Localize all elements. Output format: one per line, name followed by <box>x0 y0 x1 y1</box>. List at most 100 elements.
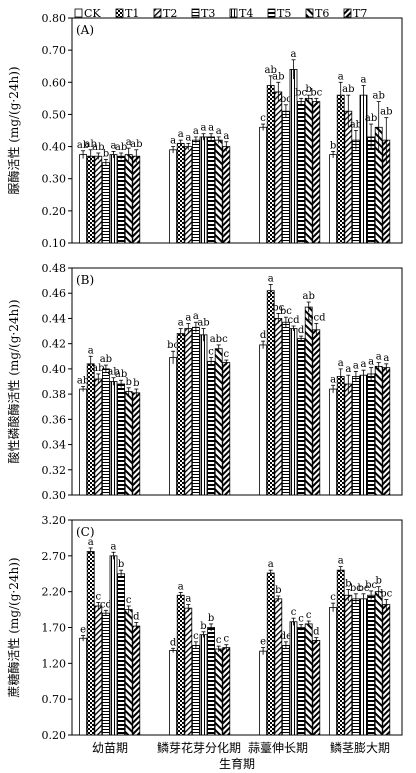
bar <box>79 388 87 496</box>
significance-label: a <box>185 312 191 323</box>
significance-label: a <box>361 75 367 86</box>
legend-swatch <box>115 8 124 18</box>
legend-label: T2 <box>163 7 177 20</box>
bar <box>382 604 391 736</box>
bar <box>124 609 133 736</box>
legend: CK T1 T2 T3 T4 T5 T6 T7 <box>74 7 367 20</box>
bar <box>274 318 283 496</box>
significance-label: ab <box>350 120 362 131</box>
significance-label: ab <box>380 107 392 118</box>
significance-label: bc <box>280 94 292 105</box>
significance-label: a <box>193 126 199 137</box>
significance-label: ab <box>265 65 277 76</box>
bar <box>109 555 118 736</box>
panel-b: 0.30 0.32 0.34 0.36 0.38 0.40 0.42 0.44 0.46 0.48… <box>6 262 403 502</box>
significance-label: ab <box>303 291 315 302</box>
panel-label: (B) <box>76 273 94 287</box>
significance-label: c <box>306 610 312 621</box>
significance-label: a <box>170 136 176 147</box>
y-axis-label: 脲酶活性 (mg/(g·24h)) <box>6 66 21 194</box>
significance-label: c <box>330 592 336 603</box>
significance-label: c <box>193 631 199 642</box>
panel-a: 0.10 0.20 0.30 0.40 0.50 0.60 0.70 0.80 脲酶活性 (mg… <box>6 12 403 250</box>
y-tick-label: 0.80 <box>42 12 67 25</box>
significance-label: a <box>223 131 229 142</box>
significance-label: c <box>223 634 229 645</box>
y-tick-label: 0.46 <box>42 287 67 300</box>
bar <box>367 373 376 496</box>
bar <box>312 101 321 244</box>
y-tick-label: 0.40 <box>42 363 67 376</box>
bar <box>329 154 338 244</box>
significance-label: cd <box>287 315 300 326</box>
bar <box>124 391 133 496</box>
significance-label: ab <box>115 142 127 153</box>
y-axis-label: 蔗糖酶活性 (mg/(g·24h)) <box>6 557 21 697</box>
legend-swatch <box>343 8 352 18</box>
y-tick-label: 0.32 <box>42 464 67 477</box>
significance-label: bcd <box>307 312 326 323</box>
significance-label: ab <box>92 363 104 374</box>
bar <box>214 348 223 496</box>
significance-label: d <box>133 611 140 622</box>
significance-label: e <box>80 624 86 635</box>
bar <box>199 634 208 736</box>
y-tick-label: 0.42 <box>42 338 67 351</box>
significance-label: a <box>208 123 214 134</box>
significance-label: a <box>185 594 191 605</box>
significance-label: a <box>88 345 94 356</box>
bar <box>329 388 338 496</box>
significance-label: bc <box>280 306 292 317</box>
significance-label: e <box>260 637 266 648</box>
significance-label: a <box>338 556 344 567</box>
bar <box>382 367 391 496</box>
bar <box>191 645 200 736</box>
bar <box>344 594 353 736</box>
significance-label: ab <box>130 139 142 150</box>
significance-label: a <box>111 541 117 552</box>
y-tick-label: 2.70 <box>42 550 67 563</box>
significance-label: b <box>133 378 139 389</box>
bar <box>336 569 345 736</box>
bar <box>222 146 231 244</box>
significance-label: a <box>216 126 222 137</box>
y-tick-label: 0.38 <box>42 388 67 401</box>
bar <box>207 360 216 496</box>
bar <box>222 647 231 736</box>
bar <box>94 378 103 496</box>
significance-label: a <box>126 137 132 148</box>
bar <box>124 154 133 244</box>
legend-label: T6 <box>315 7 329 20</box>
significance-label: d <box>170 637 177 648</box>
bar <box>297 338 306 496</box>
x-category-label: 鳞芽花芽分化期 <box>157 740 241 755</box>
significance-label: cd <box>100 599 113 610</box>
plot-frame <box>71 267 403 496</box>
bar <box>79 154 87 244</box>
significance-label: a <box>111 140 117 151</box>
bar <box>281 110 290 244</box>
bar <box>117 383 125 496</box>
significance-label: b <box>305 84 311 95</box>
y-tick-label: 0.20 <box>42 729 67 742</box>
x-category-label: 幼苗期 <box>92 741 128 755</box>
significance-label: c <box>298 614 304 625</box>
y-tick-label: 0.70 <box>42 44 67 57</box>
y-tick-label: 0.10 <box>42 237 67 250</box>
legend-label: T4 <box>239 7 253 20</box>
significance-label: ab <box>365 113 377 124</box>
significance-label: ab <box>77 376 89 387</box>
bar <box>281 321 290 496</box>
bar <box>184 607 193 736</box>
bar <box>176 594 185 736</box>
significance-label: ab <box>107 367 119 378</box>
bar <box>184 146 193 244</box>
y-tick-label: 0.60 <box>42 76 67 89</box>
bar <box>191 139 200 244</box>
bar <box>214 648 223 736</box>
significance-label: bc <box>272 302 284 313</box>
bar <box>312 640 321 736</box>
significance-label: de <box>280 631 292 642</box>
significance-label: c <box>291 607 297 618</box>
